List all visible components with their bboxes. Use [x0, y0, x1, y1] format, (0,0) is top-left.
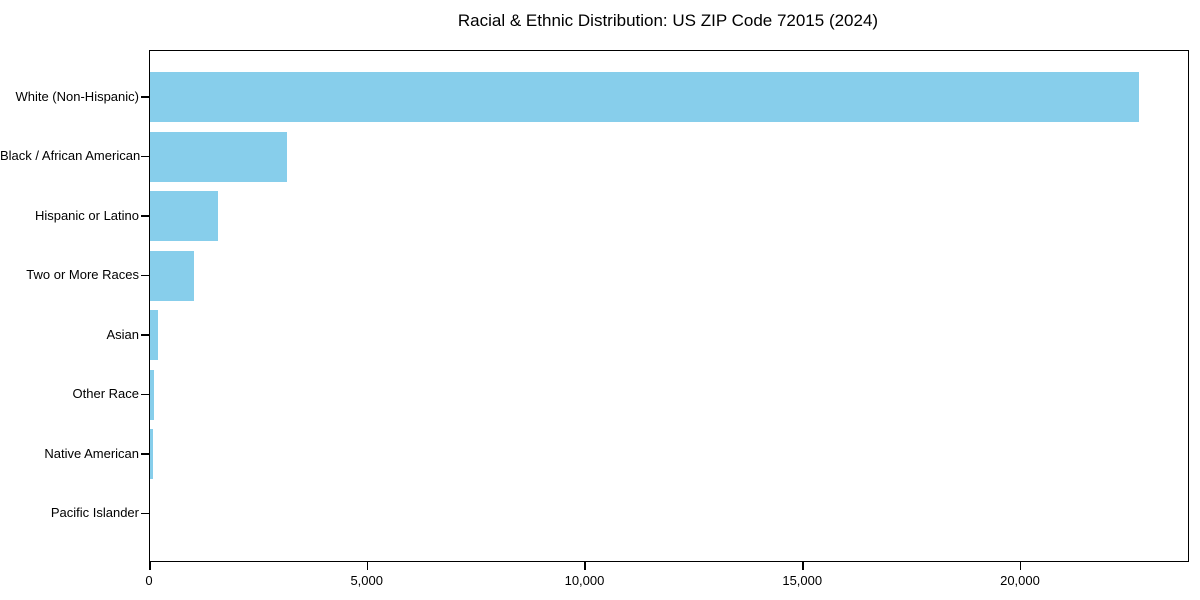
category-label: Other Race — [72, 386, 139, 401]
bar-hispanic-or-latino — [150, 191, 218, 241]
category-label: White (Non-Hispanic) — [15, 88, 139, 104]
x-tick-mark — [802, 561, 804, 570]
x-tick-mark — [366, 561, 369, 570]
y-tick-mark — [141, 512, 149, 514]
category-label: Black / African American — [0, 148, 141, 163]
x-tick-label: 20,000 — [1000, 573, 1040, 588]
bar-black-african-american — [150, 131, 287, 182]
plot-area — [149, 50, 1189, 562]
y-tick-mark — [141, 274, 149, 276]
y-tick-mark — [141, 96, 149, 98]
y-tick-mark — [141, 393, 149, 395]
chart-title: Racial & Ethnic Distribution: US ZIP Cod… — [457, 11, 879, 30]
category-label: Hispanic or Latino — [34, 207, 139, 223]
x-tick-mark — [584, 561, 586, 570]
category-label: Two or More Races — [26, 267, 139, 282]
y-tick-mark — [141, 215, 149, 217]
category-label: Pacific Islander — [50, 505, 139, 520]
category-label: Native American — [44, 445, 139, 461]
y-tick-mark — [141, 155, 149, 157]
bar-white-non-hispanic — [150, 72, 1139, 122]
x-tick-mark — [149, 561, 151, 570]
y-tick-mark — [141, 334, 149, 336]
bar-two-or-more-races — [150, 250, 194, 301]
bar-other-race — [150, 369, 155, 420]
bar-asian — [150, 310, 159, 360]
x-tick-label: 15,000 — [782, 573, 823, 588]
y-tick-mark — [141, 453, 149, 455]
x-tick-mark — [1019, 561, 1022, 570]
bar-native-american — [150, 429, 153, 479]
x-tick-label: 0 — [145, 573, 153, 588]
category-label: Asian — [106, 326, 139, 342]
x-tick-label: 5,000 — [350, 573, 383, 588]
x-tick-label: 10,000 — [564, 573, 605, 588]
